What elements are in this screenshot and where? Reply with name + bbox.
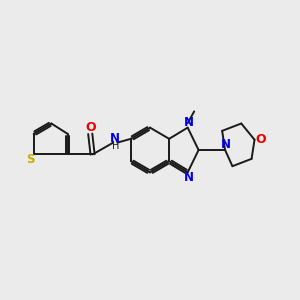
Text: S: S	[26, 153, 34, 166]
Text: O: O	[85, 122, 95, 134]
Text: N: N	[110, 132, 120, 145]
Text: O: O	[256, 133, 266, 146]
Text: H: H	[112, 142, 119, 152]
Text: N: N	[184, 116, 194, 129]
Text: N: N	[221, 138, 231, 151]
Text: N: N	[184, 171, 194, 184]
